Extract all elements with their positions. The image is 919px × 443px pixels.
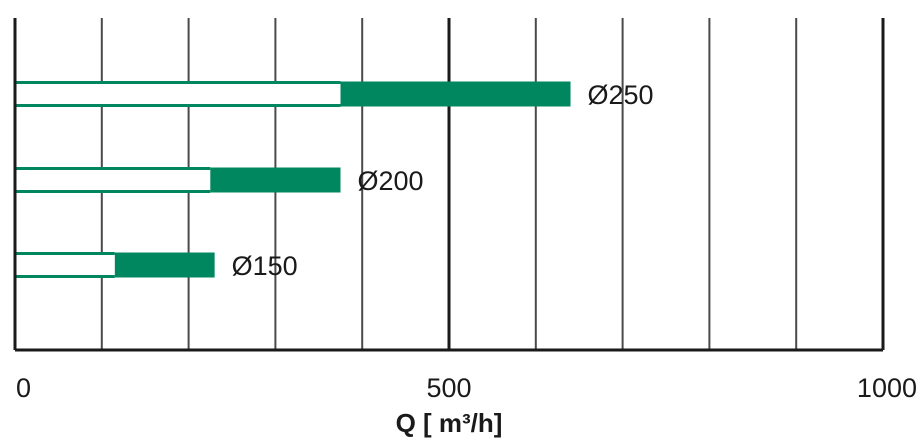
bar-label: Ø150 — [232, 251, 298, 281]
bar-range-area — [15, 167, 211, 193]
bar-range-area — [15, 81, 341, 107]
x-tick-label: 1000 — [857, 373, 917, 403]
bar-label: Ø200 — [358, 166, 424, 196]
x-axis — [13, 18, 883, 352]
grid-lines — [100, 18, 885, 350]
x-axis-title: Q [ m³/h] — [396, 408, 503, 438]
x-tick-label: 500 — [426, 373, 471, 403]
bar-filled-segment — [210, 167, 341, 193]
x-tick-labels: 0 500 1000 — [16, 373, 917, 403]
bar-filled-segment — [340, 81, 571, 107]
bar-series: Ø250 Ø200 Ø150 — [15, 80, 654, 281]
bar-range-area — [15, 252, 115, 278]
bar-label: Ø250 — [588, 80, 654, 110]
bar-filled-segment — [114, 252, 215, 278]
x-tick-label: 0 — [16, 373, 31, 403]
